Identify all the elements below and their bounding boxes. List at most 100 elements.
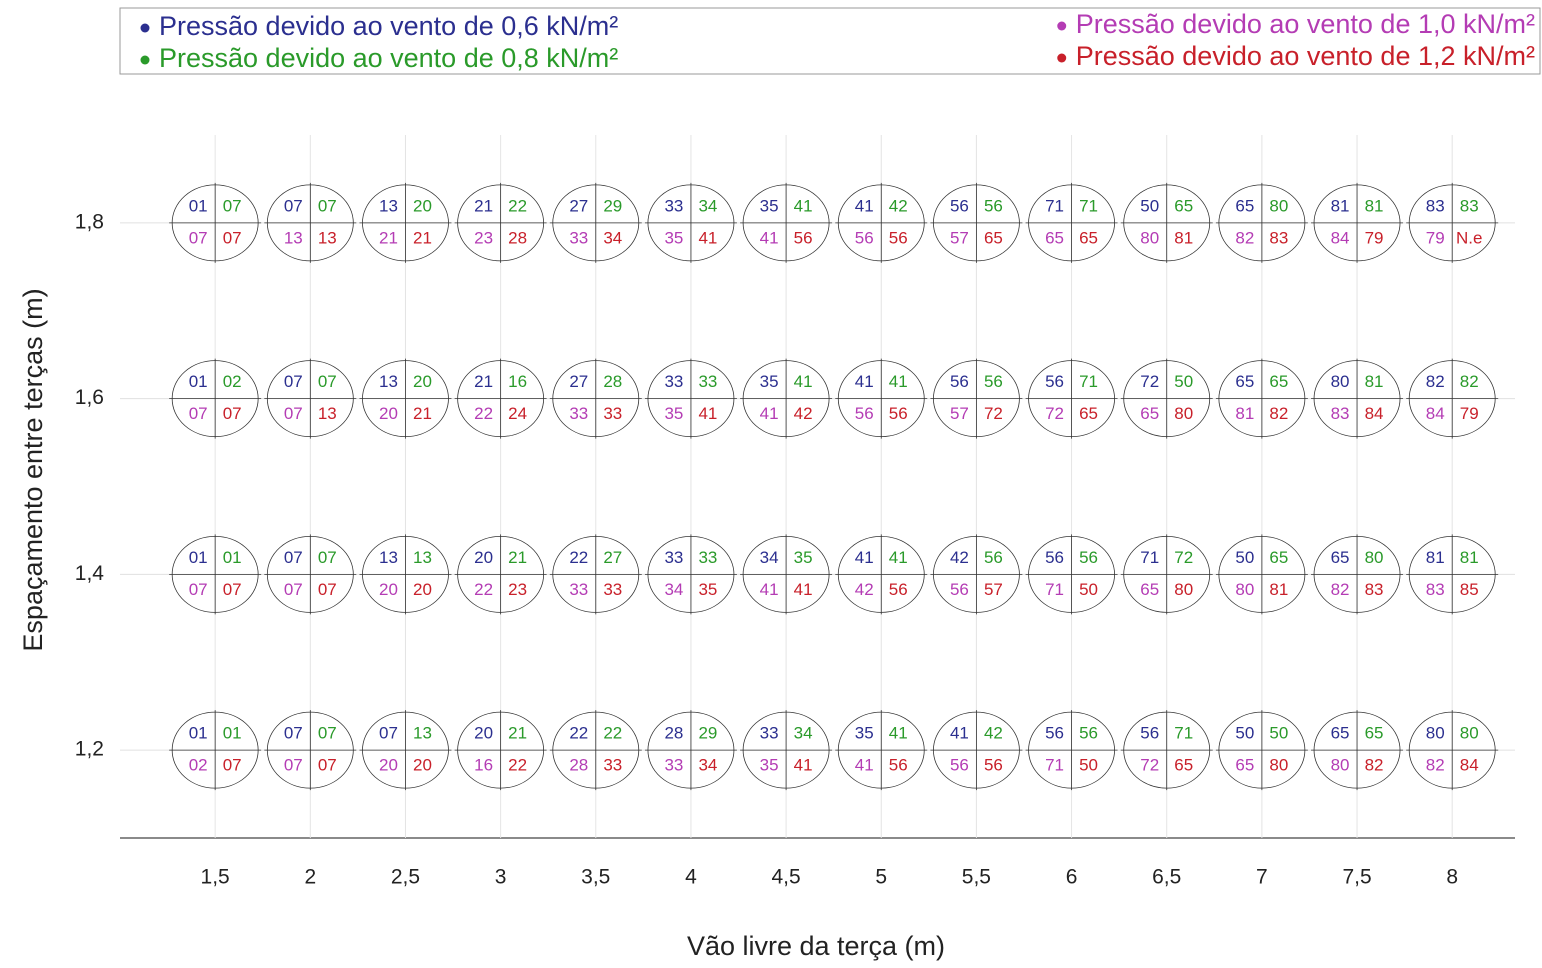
cell-label: 23	[474, 228, 493, 247]
cell-label: 35	[855, 724, 874, 743]
cell-label: 80	[1426, 724, 1445, 743]
cell-label: 35	[698, 580, 717, 599]
x-tick-label: 4	[685, 866, 697, 889]
cell-label: 56	[984, 372, 1003, 391]
cell-label: 57	[950, 228, 969, 247]
cell-label: 80	[1235, 580, 1254, 599]
cell-label: 83	[1269, 228, 1288, 247]
cell-label: 57	[950, 404, 969, 423]
cell-label: 41	[889, 372, 908, 391]
cell-label: 33	[698, 548, 717, 567]
cell-label: 41	[794, 580, 813, 599]
cell-label: 42	[794, 404, 813, 423]
x-tick-label: 2	[304, 866, 316, 889]
cell-label: 71	[1174, 724, 1193, 743]
cell-label: 41	[760, 580, 779, 599]
cell-label: 01	[189, 196, 208, 215]
cell-label: 35	[760, 196, 779, 215]
cell-label: 81	[1235, 404, 1254, 423]
cell-label: 56	[950, 580, 969, 599]
cell-label: 41	[950, 724, 969, 743]
cell-label: 56	[1140, 724, 1159, 743]
cell-label: 56	[950, 196, 969, 215]
cell-label: 28	[569, 756, 588, 775]
cell-label: 07	[318, 548, 337, 567]
cell-label: 56	[984, 196, 1003, 215]
legend-label: Pressão devido ao vento de 0,8 kN/m²	[159, 43, 618, 73]
cell-label: 07	[318, 724, 337, 743]
cell-label: 01	[189, 372, 208, 391]
cell-label: 24	[508, 404, 527, 423]
cell-label: 56	[984, 756, 1003, 775]
cell-label: 20	[413, 580, 432, 599]
cell-label: 27	[603, 548, 622, 567]
cell-label: 82	[1269, 404, 1288, 423]
cell-label: 20	[413, 196, 432, 215]
x-tick-label: 3	[495, 866, 507, 889]
cell-label: 81	[1426, 548, 1445, 567]
cell-label: 22	[569, 548, 588, 567]
cell-label: 13	[284, 228, 303, 247]
cell-label: 41	[698, 228, 717, 247]
cell-label: 20	[413, 372, 432, 391]
cell-label: 80	[1174, 580, 1193, 599]
cell-label: 71	[1140, 548, 1159, 567]
cell-label: 80	[1269, 196, 1288, 215]
x-tick-label: 6	[1066, 866, 1078, 889]
cell-label: 65	[1235, 756, 1254, 775]
cell-label: 56	[950, 756, 969, 775]
cell-label: 34	[794, 724, 813, 743]
cell-label: 33	[569, 580, 588, 599]
cell-label: 81	[1331, 196, 1350, 215]
cell-label: 65	[1331, 724, 1350, 743]
y-tick-label: 1,6	[75, 386, 104, 409]
cell-label: 22	[508, 196, 527, 215]
cell-label: 79	[1460, 404, 1479, 423]
cell-label: 07	[223, 228, 242, 247]
x-axis-label: Vão livre da terça (m)	[687, 931, 945, 961]
legend-label: Pressão devido ao vento de 0,6 kN/m²	[159, 11, 618, 41]
cell-label: 41	[855, 196, 874, 215]
cell-label: 22	[603, 724, 622, 743]
cell-label: 65	[1331, 548, 1350, 567]
cell-label: 80	[1365, 548, 1384, 567]
cell-label: 84	[1365, 404, 1384, 423]
legend-label: Pressão devido ao vento de 1,2 kN/m²	[1076, 41, 1535, 71]
cell-label: 20	[379, 580, 398, 599]
cell-label: 01	[223, 724, 242, 743]
cell-label: 50	[1235, 724, 1254, 743]
cell-label: 34	[698, 196, 717, 215]
legend-marker	[1057, 53, 1067, 63]
x-tick-label: 1,5	[201, 866, 230, 889]
cell-label: 41	[760, 228, 779, 247]
cell-label: 56	[950, 372, 969, 391]
cell-label: 82	[1235, 228, 1254, 247]
cell-label: 57	[984, 580, 1003, 599]
cell-label: 41	[698, 404, 717, 423]
cell-label: 65	[1079, 404, 1098, 423]
cell-label: 65	[1140, 404, 1159, 423]
cell-label: 79	[1365, 228, 1384, 247]
x-tick-label: 7,5	[1342, 866, 1371, 889]
cell-label: 80	[1140, 228, 1159, 247]
cell-label: 02	[223, 372, 242, 391]
cell-label: 07	[189, 404, 208, 423]
cell-label: 80	[1460, 724, 1479, 743]
cell-label: 50	[1079, 580, 1098, 599]
legend-marker	[140, 23, 150, 33]
cell-label: 56	[1045, 724, 1064, 743]
legend-marker	[1057, 21, 1067, 31]
cell-label: 41	[760, 404, 779, 423]
cell-label: 81	[1365, 372, 1384, 391]
cell-label: 82	[1331, 580, 1350, 599]
cell-label: 56	[855, 228, 874, 247]
cell-label: 65	[1365, 724, 1384, 743]
cell-label: 84	[1426, 404, 1445, 423]
y-tick-label: 1,4	[75, 562, 105, 585]
cell-label: 20	[413, 756, 432, 775]
cell-label: 13	[318, 404, 337, 423]
cell-label: 65	[1269, 372, 1288, 391]
cell-label: 82	[1460, 372, 1479, 391]
